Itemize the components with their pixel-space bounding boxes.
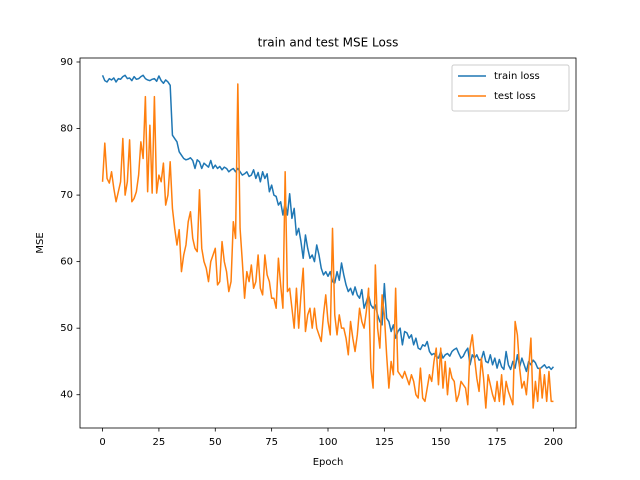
x-axis-label: Epoch xyxy=(313,457,344,468)
series-line xyxy=(101,83,554,409)
x-tick-label: 25 xyxy=(153,437,166,448)
x-tick-label: 125 xyxy=(375,437,394,448)
y-tick-label: 50 xyxy=(60,323,73,334)
y-axis-label: MSE xyxy=(35,232,46,253)
y-tick-label: 60 xyxy=(60,257,73,268)
series-line xyxy=(101,74,555,373)
chart-title: train and test MSE Loss xyxy=(258,36,399,50)
x-tick-label: 175 xyxy=(488,437,507,448)
plot-frame xyxy=(79,57,577,429)
x-tick-label: 50 xyxy=(209,437,222,448)
x-tick-label: 150 xyxy=(431,437,450,448)
x-tick-label: 75 xyxy=(265,437,278,448)
y-tick-label: 40 xyxy=(60,390,73,401)
x-tick-label: 0 xyxy=(99,437,105,448)
x-tick-label: 200 xyxy=(544,437,563,448)
x-tick-label: 100 xyxy=(318,437,337,448)
legend-label: train loss xyxy=(494,71,540,82)
legend-label: test loss xyxy=(494,91,536,102)
y-tick-label: 70 xyxy=(60,190,73,201)
y-tick-label: 90 xyxy=(60,57,73,68)
y-tick-label: 80 xyxy=(60,124,73,135)
